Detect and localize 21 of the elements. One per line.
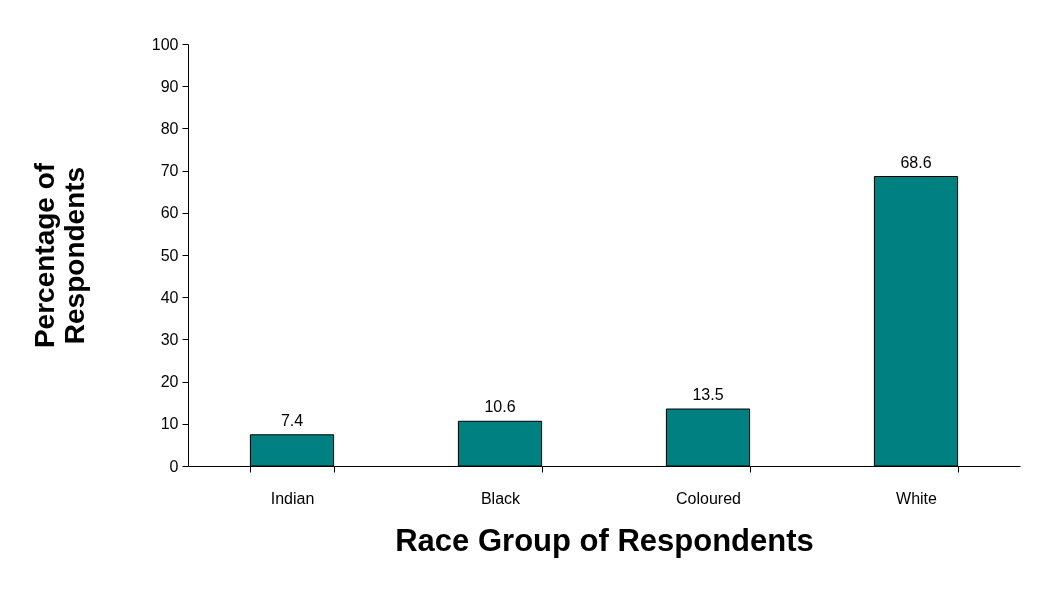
y-tick-label: 40 <box>160 288 179 306</box>
data-label: 7.4 <box>280 411 304 429</box>
y-tick-label: 80 <box>160 119 179 137</box>
x-tick-label: Indian <box>270 489 315 507</box>
y-tick-label: 60 <box>160 204 179 222</box>
y-tick-label: 100 <box>151 35 179 53</box>
y-tick-label: 0 <box>169 457 179 475</box>
y-tick-label: 50 <box>160 246 179 264</box>
data-label: 13.5 <box>692 386 724 404</box>
x-axis-title: Race Group of Respondents <box>395 522 814 558</box>
x-tick-label: Coloured <box>676 489 741 507</box>
y-axis-title: Percentage of Respondents <box>28 162 90 349</box>
y-tick-label: 90 <box>160 77 179 95</box>
data-label: 10.6 <box>484 398 516 416</box>
y-tick-label: 70 <box>160 162 179 180</box>
y-tick-label: 10 <box>160 415 179 433</box>
x-tick-label: Black <box>480 489 522 507</box>
y-tick-label: 20 <box>160 373 179 391</box>
data-label: 68.6 <box>900 153 932 171</box>
y-tick-label: 30 <box>160 330 179 348</box>
x-tick-label: White <box>896 489 938 507</box>
